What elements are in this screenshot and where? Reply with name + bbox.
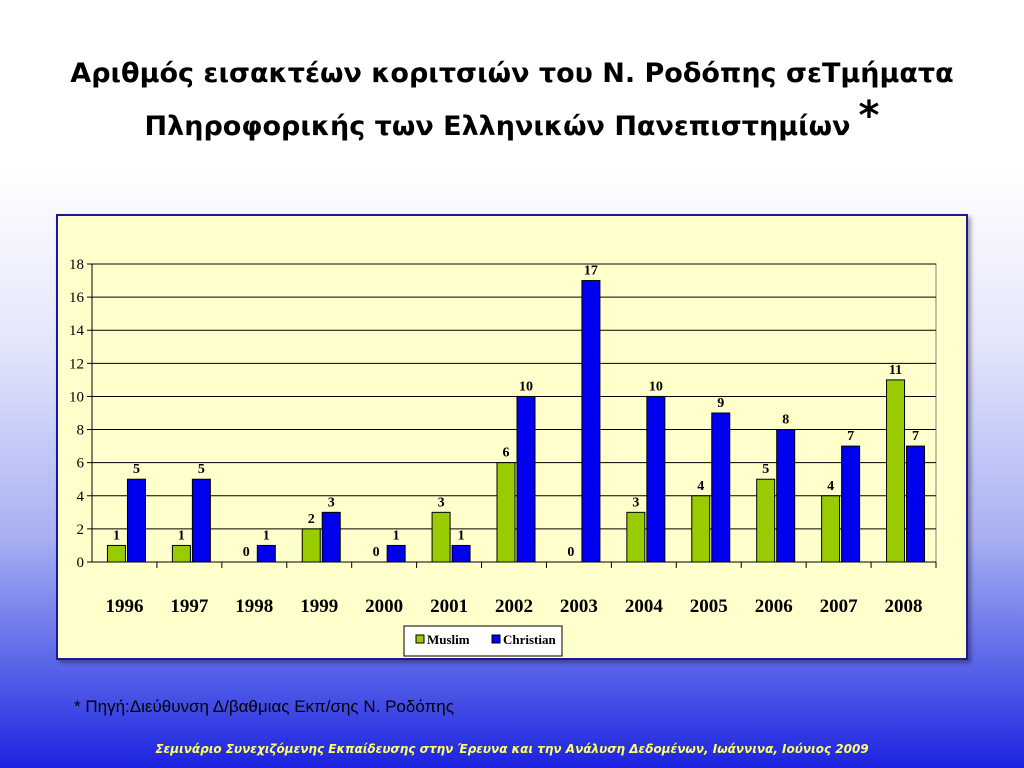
bar-christian: [516, 395, 536, 563]
data-label-christian: 7: [912, 429, 919, 444]
x-tick-label: 2003: [560, 596, 598, 617]
legend-label-muslim: Muslim: [427, 632, 470, 647]
data-label-christian: 5: [198, 462, 205, 477]
bar-muslim: [106, 544, 126, 563]
y-tick-label: 14: [69, 323, 85, 339]
bar-chart: 0246810121416181996151997151998011999232…: [69, 257, 937, 657]
bar-muslim: [756, 478, 776, 563]
data-label-muslim: 11: [889, 363, 902, 378]
data-label-muslim: 1: [178, 528, 185, 543]
data-label-christian: 5: [133, 462, 140, 477]
bar-muslim: [886, 379, 906, 563]
bar-christian: [191, 478, 211, 563]
x-tick-label: 2000: [365, 596, 403, 617]
legend-swatch-christian: [491, 634, 501, 644]
bar-muslim: [171, 544, 191, 563]
data-label-christian: 10: [519, 379, 533, 394]
footer-text: Σεμινάριο Συνεχιζόμενης Εκπαίδευσης στην…: [155, 742, 869, 756]
data-label-christian: 3: [328, 495, 335, 510]
bar-christian: [646, 395, 666, 563]
x-tick-label: 2002: [495, 596, 533, 617]
data-label-muslim: 3: [438, 495, 445, 510]
data-label-muslim: 0: [567, 545, 574, 560]
title-line-2-text: Πληροφορικής των Ελληνικών Πανεπιστημίων: [144, 111, 851, 142]
data-label-muslim: 1: [113, 528, 120, 543]
title-line-1: Αριθμός εισακτέων κοριτσιών του Ν. Ροδόπ…: [70, 58, 954, 89]
bar-christian: [711, 412, 731, 563]
y-tick-label: 6: [77, 456, 85, 472]
legend-box: [403, 625, 563, 657]
x-tick-label: 2006: [755, 596, 793, 617]
y-tick-label: 0: [77, 555, 85, 571]
x-tick-label: 2005: [690, 596, 728, 617]
data-label-christian: 17: [584, 264, 598, 279]
data-label-christian: 9: [717, 396, 724, 411]
data-label-christian: 1: [263, 528, 270, 543]
bar-muslim: [626, 511, 646, 563]
y-tick-label: 4: [77, 489, 85, 505]
title-asterisk: *: [858, 93, 880, 139]
data-label-christian: 10: [649, 379, 663, 394]
bar-christian: [581, 280, 601, 563]
x-tick-label: 1998: [235, 596, 273, 617]
y-tick-label: 10: [69, 389, 84, 405]
legend-swatch-muslim: [415, 634, 425, 644]
y-tick-label: 12: [69, 356, 84, 372]
bar-muslim: [691, 495, 711, 563]
source-note: * Πηγή:Διεύθυνση Δ/βαθμιας Εκπ/σης Ν. Ρο…: [74, 697, 454, 716]
data-label-christian: 1: [458, 528, 465, 543]
x-tick-label: 1997: [170, 596, 209, 617]
bar-muslim: [431, 511, 451, 563]
data-label-christian: 8: [782, 413, 789, 428]
legend-label-christian: Christian: [503, 632, 557, 647]
data-label-muslim: 3: [632, 495, 639, 510]
y-tick-label: 2: [77, 522, 85, 538]
y-tick-label: 18: [69, 257, 84, 273]
data-label-christian: 7: [847, 429, 854, 444]
data-label-muslim: 4: [827, 479, 834, 494]
bar-christian: [906, 445, 926, 563]
bar-muslim: [301, 528, 321, 563]
bar-christian: [256, 544, 276, 563]
bar-christian: [321, 511, 341, 563]
bar-christian: [451, 544, 471, 563]
slide-title: Αριθμός εισακτέων κοριτσιών του Ν. Ροδόπ…: [20, 52, 1004, 148]
x-tick-label: 2007: [820, 596, 859, 617]
bar-muslim: [821, 495, 841, 563]
title-line-2: Πληροφορικής των Ελληνικών Πανεπιστημίων…: [20, 95, 1004, 148]
y-tick-label: 16: [69, 290, 85, 306]
data-label-muslim: 5: [762, 462, 769, 477]
data-label-muslim: 6: [503, 446, 510, 461]
data-label-muslim: 0: [373, 545, 380, 560]
x-tick-label: 2008: [885, 596, 923, 617]
x-tick-label: 2004: [625, 596, 664, 617]
chart-frame: 0 2 4 6 8 10 12 14 16 18 1996 1 5 1997 1 5 1998 0 1 1999 2 3 2…: [56, 214, 968, 660]
bar-christian: [776, 429, 796, 563]
bar-christian: [386, 544, 406, 563]
x-tick-label: 2001: [430, 596, 468, 617]
x-tick-label: 1999: [300, 596, 338, 617]
x-tick-label: 1996: [105, 596, 143, 617]
data-label-muslim: 2: [308, 512, 315, 527]
y-tick-label: 8: [77, 423, 85, 439]
data-label-muslim: 0: [243, 545, 250, 560]
data-label-christian: 1: [393, 528, 400, 543]
bar-christian: [126, 478, 146, 563]
bar-muslim: [496, 462, 516, 563]
data-label-muslim: 4: [697, 479, 704, 494]
bar-christian: [841, 445, 861, 563]
